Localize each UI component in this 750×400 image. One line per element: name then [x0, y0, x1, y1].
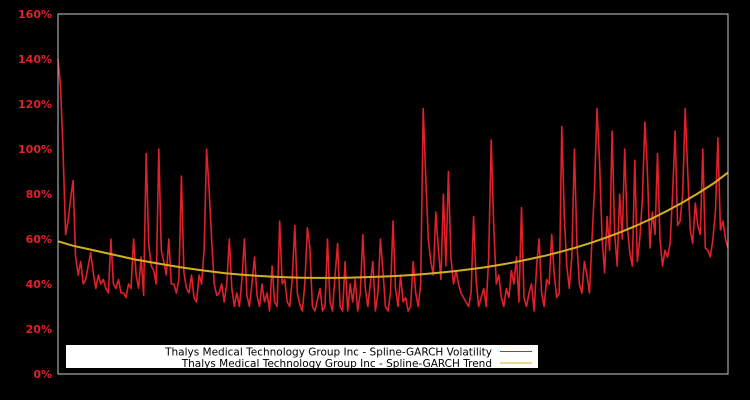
- volatility-line: [57, 58, 729, 312]
- y-tick-label: 80%: [26, 188, 52, 201]
- legend: Thalys Medical Technology Group Inc - Sp…: [66, 345, 538, 370]
- y-tick-label: 0%: [33, 368, 52, 381]
- plot-series: [57, 58, 729, 312]
- y-tick-label: 120%: [18, 98, 52, 111]
- y-tick-label: 20%: [26, 323, 52, 336]
- legend-label-trend: Thalys Medical Technology Group Inc - Sp…: [181, 358, 492, 370]
- trend-line: [57, 171, 729, 279]
- y-tick-label: 60%: [26, 233, 52, 246]
- plot-frame: [57, 13, 729, 375]
- legend-box: [66, 345, 538, 368]
- y-tick-label: 160%: [18, 8, 52, 21]
- y-tick-label: 140%: [18, 53, 52, 66]
- y-tick-label: 40%: [26, 278, 52, 291]
- legend-label-volatility: Thalys Medical Technology Group Inc - Sp…: [164, 347, 492, 359]
- y-axis-ticks: 0% 20% 40% 60% 80% 100% 120% 140% 160%: [18, 8, 52, 381]
- y-tick-label: 100%: [18, 143, 52, 156]
